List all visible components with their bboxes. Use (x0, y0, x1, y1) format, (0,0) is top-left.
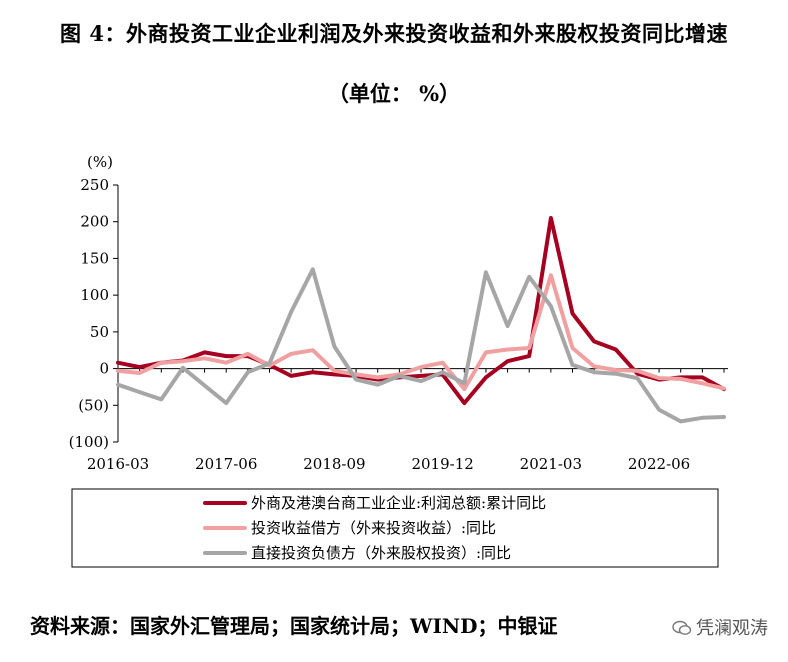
y-tick-label: (100) (69, 433, 109, 451)
legend-label-3: 直接投资负债方（外来股权投资）:同比 (251, 544, 511, 562)
y-tick-label: 0 (99, 360, 109, 378)
series-line-2 (116, 273, 726, 392)
legend-label-2: 投资收益借方（外来投资收益）:同比 (251, 519, 496, 537)
watermark: 凭澜观涛 (672, 614, 768, 640)
x-tick-label: 2019-12 (411, 455, 473, 473)
source-note: 资料来源：国家外汇管理局；国家统计局；WIND；中银证 (30, 614, 558, 638)
wechat-icon (672, 620, 692, 635)
line-chart: 250 200 150 100 50 0 (50) (100) (%) 2016-03 2017-0… (69, 153, 728, 568)
chart-series (116, 216, 726, 424)
y-tick-label: (50) (78, 396, 109, 414)
y-tick-label: 100 (80, 286, 109, 304)
chart-axes: 250 200 150 100 50 0 (50) (100) (%) 2016-03 2017-0… (69, 153, 728, 473)
series-line-1 (116, 216, 726, 406)
chart-legend: 外商及港澳台商工业企业:利润总额:累计同比投资收益借方（外来投资收益）:同比直接… (71, 488, 719, 568)
x-tick-label: 2017-06 (195, 455, 257, 473)
x-tick-label: 2018-09 (303, 455, 365, 473)
y-tick-label: 250 (80, 176, 109, 194)
y-axis-label: (%) (87, 153, 113, 171)
x-tick-label: 2021-03 (520, 455, 582, 473)
chart-subtitle: （单位： %） (327, 81, 461, 106)
x-tick-label: 2022-06 (628, 455, 690, 473)
y-tick-label: 150 (80, 249, 109, 267)
x-tick-label: 2016-03 (87, 455, 149, 473)
legend-label-1: 外商及港澳台商工业企业:利润总额:累计同比 (251, 494, 546, 512)
chart-title: 图 4：外商投资工业企业利润及外来投资收益和外来股权投资同比增速 (60, 21, 728, 46)
series-line-3 (116, 267, 726, 424)
legend-box (71, 488, 719, 568)
y-tick-label: 50 (90, 323, 109, 341)
watermark-text: 凭澜观涛 (696, 618, 768, 639)
y-tick-label: 200 (80, 213, 109, 231)
